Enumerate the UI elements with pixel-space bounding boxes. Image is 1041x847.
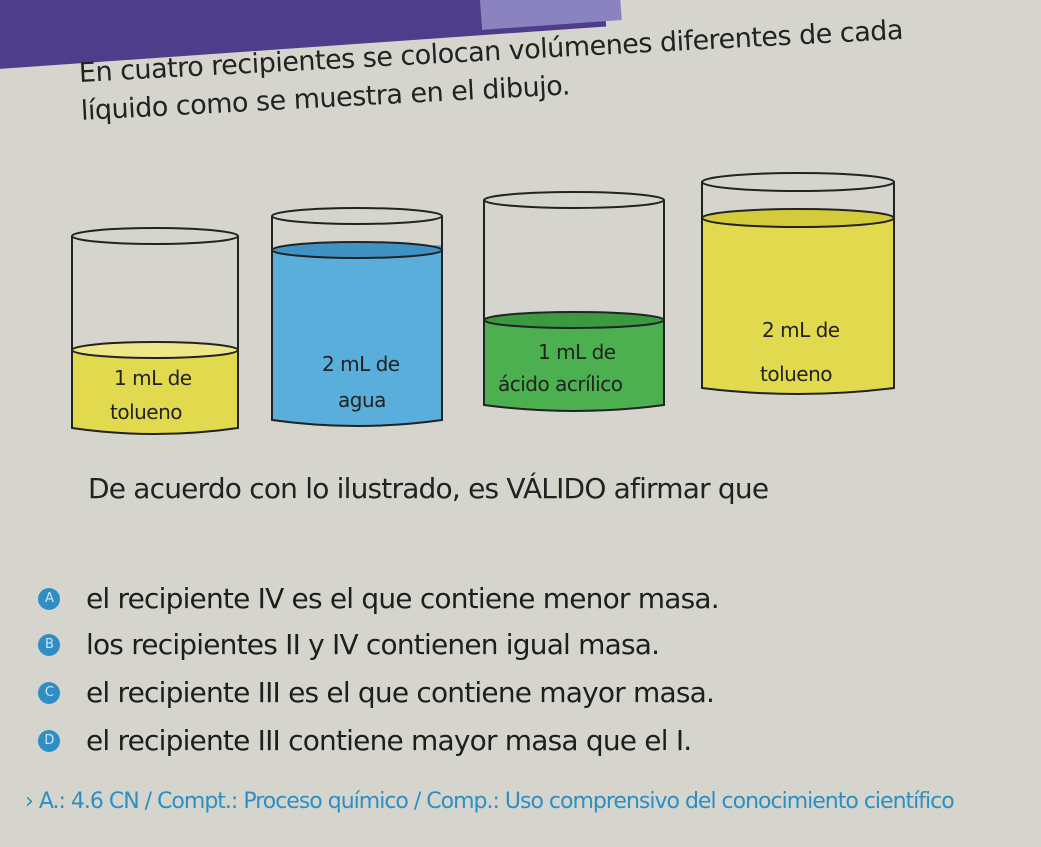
option-d[interactable]: D el recipiente III contiene mayor masa … bbox=[38, 724, 692, 757]
competency-text: A.: 4.6 CN / Compt.: Proceso químico / C… bbox=[38, 789, 955, 814]
option-a-bullet: A bbox=[38, 587, 60, 610]
option-c[interactable]: C el recipiente III es el que contiene m… bbox=[38, 676, 715, 709]
container-3-label-line1: 1 mL de bbox=[538, 340, 616, 364]
option-b-bullet: B bbox=[38, 633, 60, 656]
option-c-text: el recipiente III es el que contiene may… bbox=[86, 676, 715, 709]
option-d-bullet: D bbox=[38, 729, 60, 752]
option-b-text: los recipientes II y IV contienen igual … bbox=[86, 628, 660, 661]
option-b[interactable]: B los recipientes II y IV contienen igua… bbox=[38, 628, 660, 661]
option-c-bullet: C bbox=[38, 681, 60, 704]
question-text: De acuerdo con lo ilustrado, es VÁLIDO a… bbox=[88, 472, 769, 505]
container-2 bbox=[271, 207, 443, 427]
container-3-label-line2: ácido acrílico bbox=[498, 372, 623, 396]
container-2-label-line1: 2 mL de bbox=[322, 352, 400, 376]
container-3 bbox=[483, 191, 665, 412]
container-2-label-line2: agua bbox=[338, 388, 386, 412]
container-1-label-line1: 1 mL de bbox=[114, 366, 192, 390]
container-1-label-line2: tolueno bbox=[110, 400, 183, 424]
competency-note: › A.: 4.6 CN / Compt.: Proceso químico /… bbox=[25, 785, 1025, 819]
container-4 bbox=[701, 172, 895, 395]
option-a[interactable]: A el recipiente IV es el que contiene me… bbox=[38, 582, 720, 615]
container-4-label-line2: tolueno bbox=[760, 362, 833, 386]
container-1 bbox=[71, 227, 239, 435]
option-d-text: el recipiente III contiene mayor masa qu… bbox=[86, 724, 692, 757]
arrow-icon: › bbox=[25, 789, 34, 814]
container-4-label-line1: 2 mL de bbox=[762, 318, 840, 342]
option-a-text: el recipiente IV es el que contiene meno… bbox=[86, 582, 720, 615]
